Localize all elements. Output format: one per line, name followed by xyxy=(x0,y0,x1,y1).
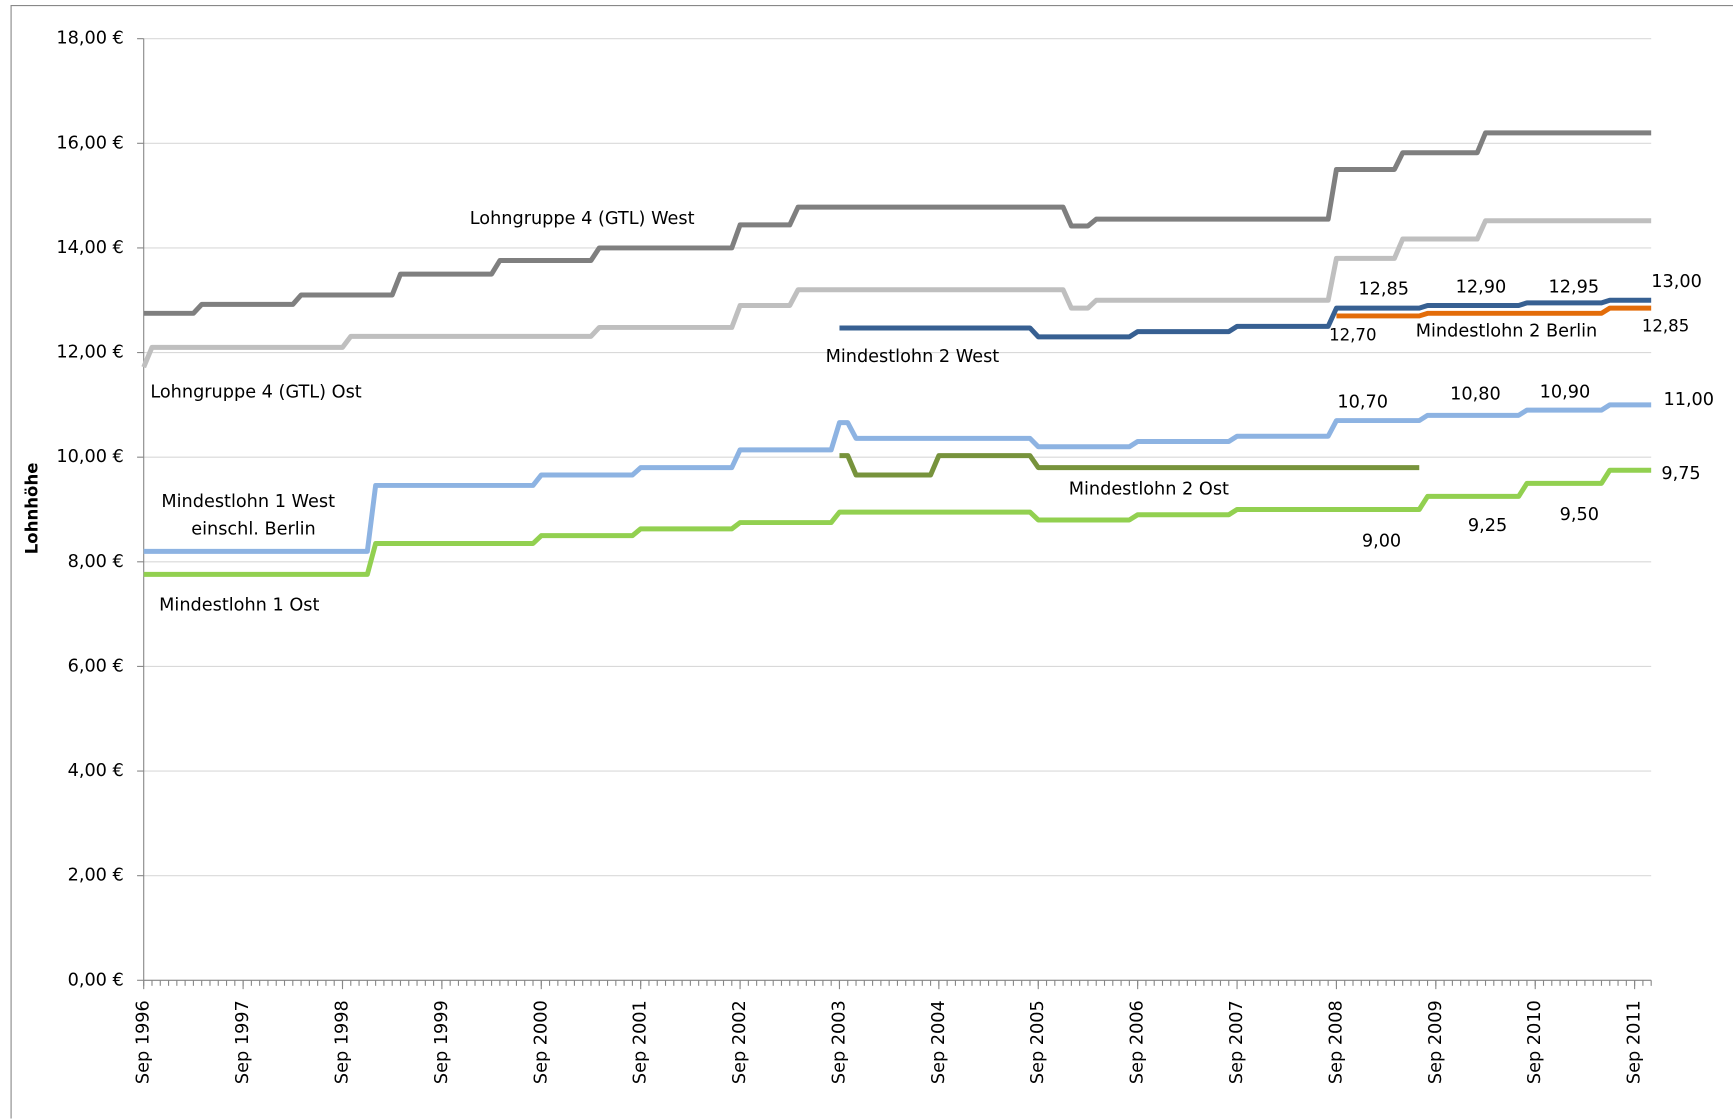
data-label: 9,00 xyxy=(1362,532,1401,552)
series-line xyxy=(141,218,1652,369)
series-label: Lohngruppe 4 (GTL) West xyxy=(470,209,695,229)
x-tick-label: Sep 2001 xyxy=(631,1000,651,1084)
y-tick-label: 4,00 € xyxy=(68,761,124,781)
series-label: Mindestlohn 2 West xyxy=(826,347,1000,367)
data-label: 13,00 xyxy=(1651,272,1702,292)
data-label: 12,85 xyxy=(1358,280,1409,300)
data-label: 11,00 xyxy=(1663,390,1714,410)
y-tick-label: 14,00 € xyxy=(56,238,123,258)
data-label: 12,95 xyxy=(1549,277,1600,297)
y-tick-label: 12,00 € xyxy=(56,343,123,363)
series-label: Mindestlohn 2 Ost xyxy=(1069,480,1229,500)
x-tick-label: Sep 1997 xyxy=(233,1000,253,1084)
series-line xyxy=(1336,305,1652,319)
data-label: 10,80 xyxy=(1450,385,1501,405)
annotation: einschl. Berlin xyxy=(191,519,316,539)
y-tick-label: 10,00 € xyxy=(56,447,123,467)
x-tick-label: Sep 1996 xyxy=(134,1000,154,1084)
x-tick-label: Sep 1999 xyxy=(432,1000,452,1084)
data-label: 9,75 xyxy=(1661,464,1700,484)
x-tick-label: Sep 2002 xyxy=(730,1000,750,1084)
x-tick-label: Sep 2005 xyxy=(1028,1000,1048,1084)
x-tick-label: Sep 2010 xyxy=(1525,1000,1545,1084)
series-line xyxy=(839,297,1652,340)
y-axis-label: Lohnhöhe xyxy=(23,463,42,555)
y-tick-label: 8,00 € xyxy=(68,552,124,572)
data-label: 10,70 xyxy=(1337,392,1388,412)
series-label: Mindestlohn 1 West xyxy=(161,492,335,512)
data-label: 9,50 xyxy=(1560,505,1599,525)
x-tick-label: Sep 2007 xyxy=(1227,1000,1247,1084)
frame xyxy=(10,4,1733,1119)
data-label: 12,90 xyxy=(1456,277,1507,297)
x-tick-label: Sep 2009 xyxy=(1426,1000,1446,1084)
data-label: 12,85 xyxy=(1642,317,1689,336)
x-tick-label: Sep 2011 xyxy=(1625,1000,1645,1084)
x-tick-label: Sep 2000 xyxy=(531,1000,551,1084)
y-tick-label: 16,00 € xyxy=(56,133,123,153)
x-tick-label: Sep 2004 xyxy=(929,1000,949,1084)
y-tick-label: 0,00 € xyxy=(68,970,124,990)
y-tick-label: 2,00 € xyxy=(68,866,124,886)
series-line xyxy=(143,467,1652,577)
y-tick-label: 6,00 € xyxy=(68,656,124,676)
data-label: 9,25 xyxy=(1468,516,1507,536)
series-line xyxy=(839,453,1420,478)
x-tick-label: Sep 1998 xyxy=(332,1000,352,1084)
data-label: 12,70 xyxy=(1329,325,1376,344)
data-label: 10,90 xyxy=(1540,382,1591,402)
series-label: Lohngruppe 4 (GTL) Ost xyxy=(150,382,361,402)
series-line xyxy=(143,130,1652,316)
x-tick-label: Sep 2006 xyxy=(1128,1000,1148,1084)
x-tick-label: Sep 2003 xyxy=(829,1000,849,1084)
series-label: Mindestlohn 2 Berlin xyxy=(1416,322,1597,342)
series-line xyxy=(143,402,1652,554)
x-tick-label: Sep 2008 xyxy=(1326,1000,1346,1084)
y-tick-label: 18,00 € xyxy=(56,29,123,49)
series-label: Mindestlohn 1 Ost xyxy=(159,596,319,616)
